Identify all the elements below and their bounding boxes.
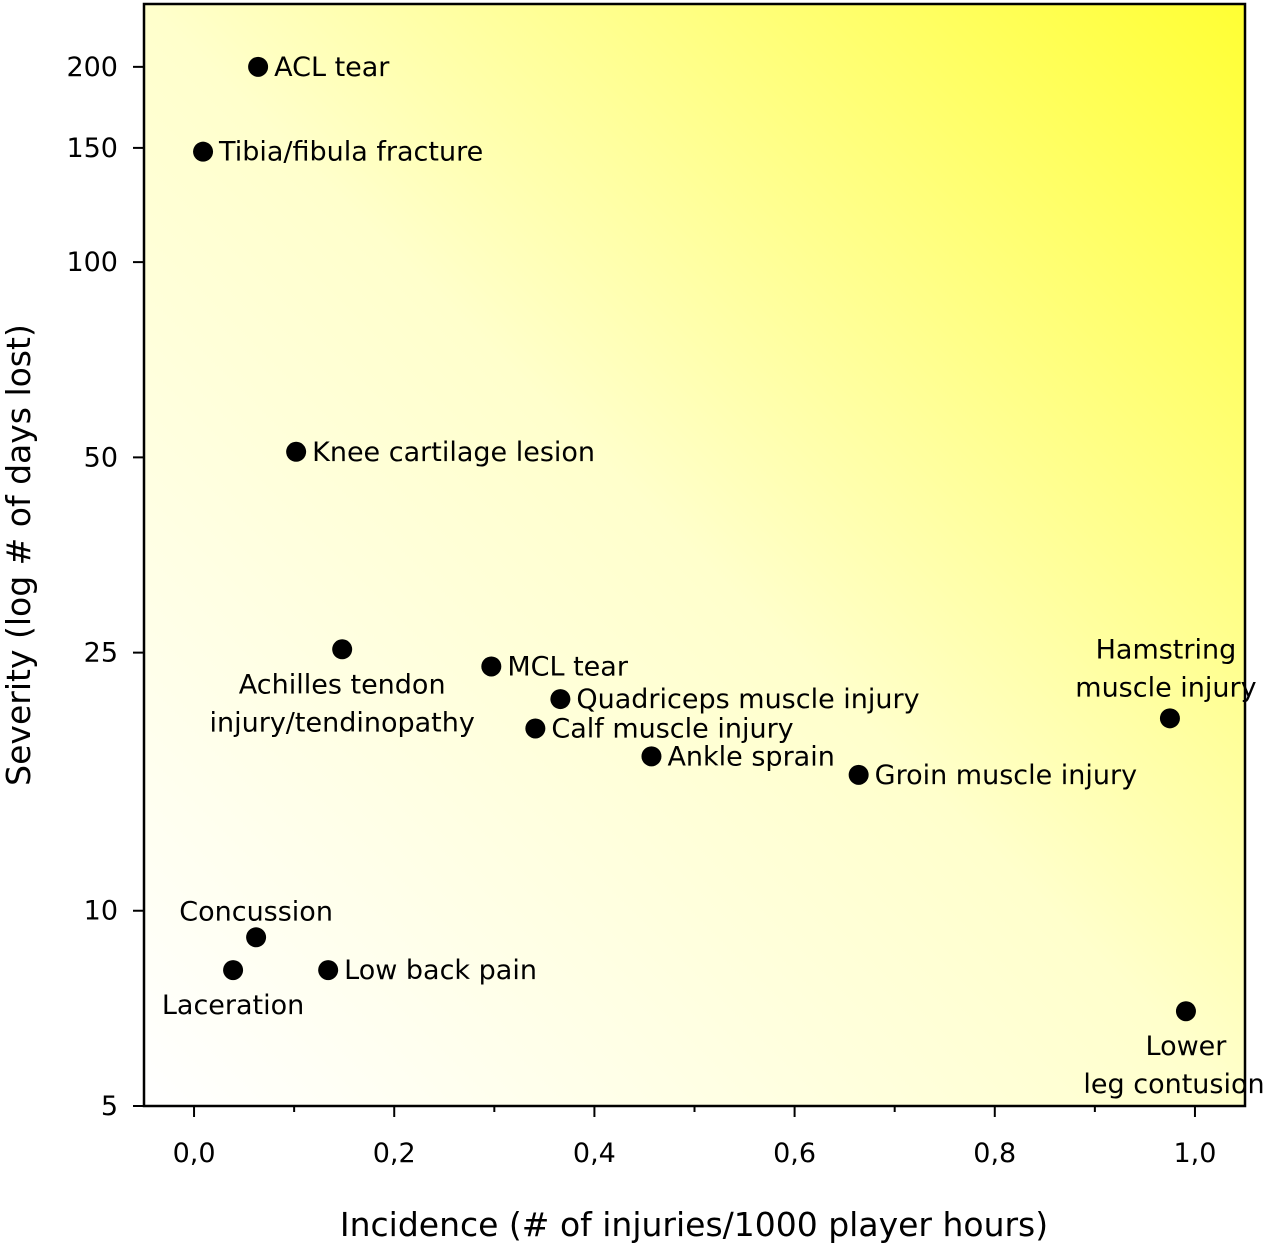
data-label: Knee cartilage lesion: [312, 437, 595, 468]
data-label: MCL tear: [507, 651, 629, 682]
data-point: [848, 764, 869, 785]
x-axis-title: Incidence (# of injuries/1000 player hou…: [340, 1205, 1048, 1244]
data-point: [193, 141, 214, 162]
y-tick-label: 100: [66, 247, 118, 278]
data-point: [223, 960, 244, 981]
data-point: [318, 960, 339, 981]
data-point: [286, 441, 307, 462]
data-point: [248, 56, 269, 77]
data-label: Ankle sprain: [667, 741, 834, 772]
data-label: Low back pain: [344, 955, 537, 986]
y-tick-label: 150: [66, 133, 118, 164]
x-tick-label: 0,6: [773, 1138, 816, 1169]
data-label: Tibia/fibula fracture: [218, 137, 483, 168]
data-point: [332, 639, 353, 660]
data-point: [641, 746, 662, 767]
x-tick-label: 0,0: [173, 1138, 216, 1169]
x-tick-label: 0,2: [373, 1138, 416, 1169]
plot-area: [142, 2, 1247, 1108]
data-label: ACL tear: [274, 52, 390, 83]
data-label: Achilles tendon: [239, 669, 446, 700]
y-axis: 5 10 25 50 100 150 200: [66, 52, 144, 1122]
y-tick-label: 200: [66, 52, 118, 83]
x-axis: 0,0 0,2 0,4 0,6 0,8 1,0: [173, 1106, 1216, 1169]
data-label: injury/tendinopathy: [210, 707, 475, 738]
data-label: Laceration: [162, 990, 304, 1021]
data-label: Lower: [1146, 1031, 1228, 1062]
data-label: Hamstring: [1096, 634, 1237, 665]
data-label: Quadriceps muscle injury: [576, 684, 919, 715]
data-label: leg contusion: [1083, 1069, 1264, 1100]
x-tick-label: 0,8: [973, 1138, 1016, 1169]
y-tick-label: 50: [84, 442, 118, 473]
data-point: [1175, 1001, 1196, 1022]
x-tick-label: 1,0: [1173, 1138, 1216, 1169]
data-point: [481, 656, 502, 677]
data-point: [550, 689, 571, 710]
x-tick-label: 0,4: [573, 1138, 616, 1169]
y-tick-label: 25: [84, 638, 118, 669]
data-points: ACL tear Tibia/fibula fracture Knee cartil…: [162, 52, 1265, 1100]
data-point: [1159, 708, 1180, 729]
data-label: muscle injury: [1075, 672, 1256, 703]
data-label: Concussion: [179, 896, 333, 927]
data-label: Groin muscle injury: [875, 760, 1137, 791]
data-point: [246, 927, 267, 948]
y-tick-label: 10: [84, 896, 118, 927]
data-point: [525, 718, 546, 739]
y-axis-title: Severity (log # of days lost): [0, 324, 38, 786]
y-tick-label: 5: [101, 1091, 118, 1122]
data-label: Calf muscle injury: [551, 713, 793, 744]
